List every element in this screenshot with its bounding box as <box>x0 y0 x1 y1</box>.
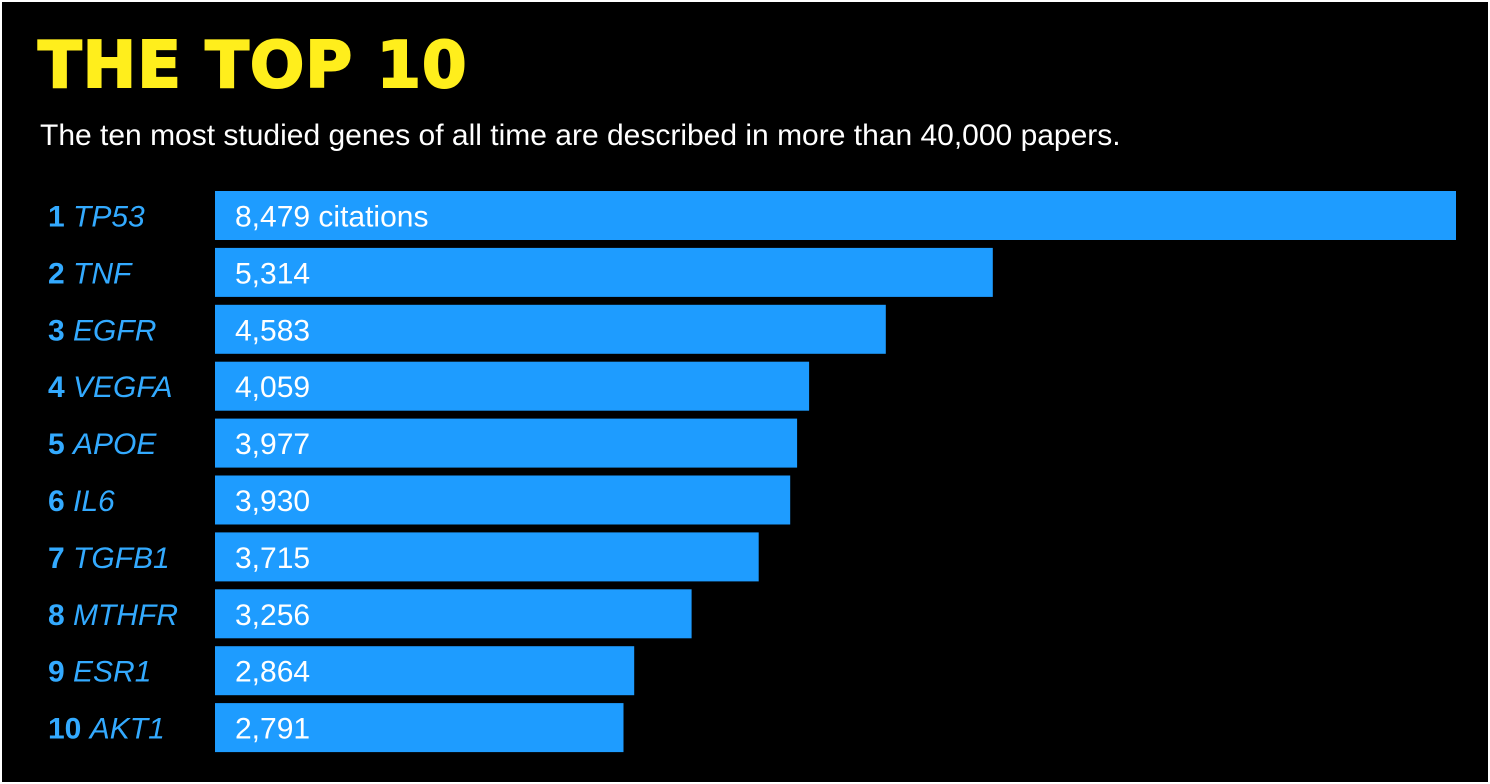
category-label: 6 IL6 <box>48 485 115 518</box>
value-label: 2,791 <box>235 713 310 746</box>
rank-number: 5 <box>48 428 73 461</box>
value-label: 8,479 citations <box>235 201 428 234</box>
gene-name: IL6 <box>73 485 115 518</box>
category-label: 4 VEGFA <box>48 371 173 404</box>
category-label: 5 APOE <box>48 428 157 461</box>
value-label: 3,930 <box>235 485 310 518</box>
value-label: 2,864 <box>235 656 310 689</box>
rank-number: 8 <box>48 599 73 632</box>
gene-name: APOE <box>71 428 157 461</box>
category-label: 10 AKT1 <box>48 713 165 746</box>
bar-tnf <box>215 247 993 297</box>
category-label: 1 TP53 <box>48 201 145 234</box>
bar-akt1 <box>215 703 624 753</box>
rank-number: 4 <box>48 371 73 404</box>
value-label: 3,977 <box>235 428 310 461</box>
gene-name: TNF <box>73 257 133 290</box>
value-label: 4,059 <box>235 371 310 404</box>
bar-tp53 <box>215 191 1456 240</box>
rank-number: 10 <box>48 713 90 746</box>
category-label: 3 EGFR <box>48 314 156 347</box>
bar-esr1 <box>215 646 635 696</box>
gene-name: TP53 <box>73 201 145 234</box>
rank-number: 9 <box>48 656 73 689</box>
gene-name: EGFR <box>73 314 156 347</box>
bar-egfr <box>215 304 886 354</box>
bar-tgfb1 <box>215 532 759 582</box>
bar-apoe <box>215 418 798 468</box>
chart-title: THE TOP 10 <box>37 28 468 104</box>
bar-vegfa <box>215 361 810 411</box>
rank-number: 1 <box>48 201 73 234</box>
gene-name: MTHFR <box>73 599 178 632</box>
chart-subtitle: The ten most studied genes of all time a… <box>40 119 1121 152</box>
gene-name: VEGFA <box>73 371 172 404</box>
rank-number: 3 <box>48 314 73 347</box>
rank-number: 7 <box>48 542 73 575</box>
gene-name: TGFB1 <box>73 542 170 575</box>
bar-mthfr <box>215 589 692 639</box>
category-label: 9 ESR1 <box>48 656 151 689</box>
value-label: 3,715 <box>235 542 310 575</box>
category-label: 7 TGFB1 <box>48 542 170 575</box>
gene-name: ESR1 <box>73 656 151 689</box>
value-label: 5,314 <box>235 257 310 290</box>
value-label: 4,583 <box>235 314 310 347</box>
value-label: 3,256 <box>235 599 310 632</box>
gene-name: AKT1 <box>88 713 165 746</box>
rank-number: 6 <box>48 485 73 518</box>
category-label: 2 TNF <box>48 257 133 290</box>
category-label: 8 MTHFR <box>48 599 178 632</box>
bar-il6 <box>215 475 791 525</box>
rank-number: 2 <box>48 257 73 290</box>
